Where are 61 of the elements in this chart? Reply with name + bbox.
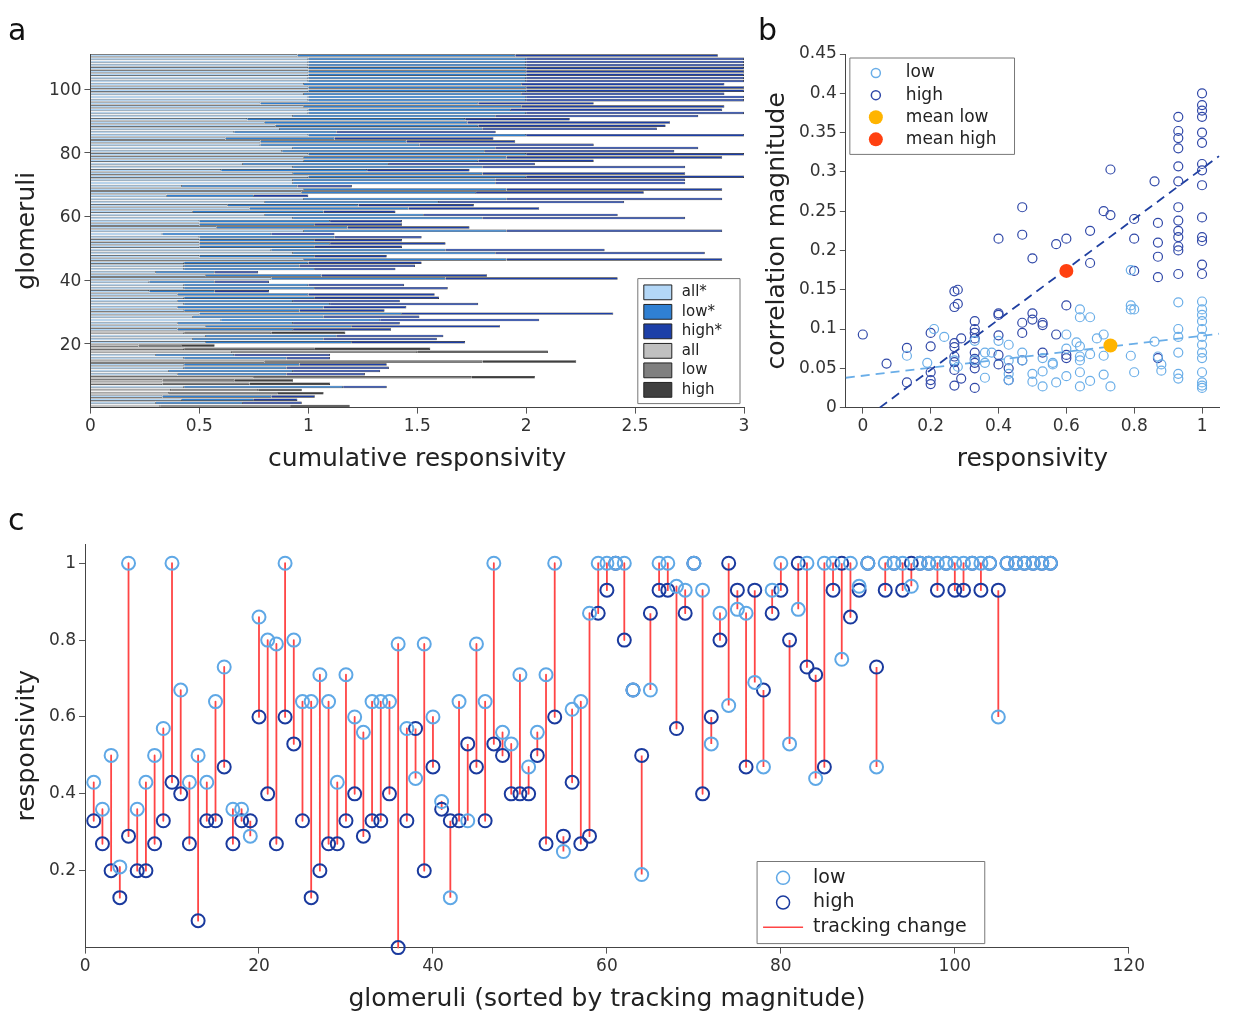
y-tick-label: 40 [59,270,82,291]
x-tick-label: 0.5 [185,415,213,436]
y-tick-label: 0.1 [809,317,837,338]
legend-label: tracking change [813,914,967,937]
y-axis-title: responsivity [10,669,40,822]
x-tick-label: 0.6 [1052,415,1080,436]
x-tick-label: 0.8 [1120,415,1148,436]
x-axis-title: glomeruli (sorted by tracking magnitude) [348,982,866,1012]
x-tick-label: 0 [857,415,869,436]
y-tick-label: 100 [48,79,82,100]
legend-label: high* [681,321,723,340]
x-tick-label: 100 [938,955,972,976]
legend-label: high [681,379,715,398]
y-tick-label: 0.2 [48,859,77,880]
x-tick-label: 0 [85,415,96,436]
y-axis-title: glomeruli [10,171,40,290]
y-tick-label: 0.2 [809,238,837,259]
x-axis-title: responsivity [956,442,1109,472]
chart-title: b [758,11,778,47]
x-tick-label: 2 [520,415,532,436]
x-tick-label: 80 [770,955,792,976]
legend-label: all [681,340,700,359]
y-axis-title: correlation magnitude [760,92,790,370]
y-tick-label: 0.15 [798,278,837,299]
y-tick-label: 80 [59,142,82,163]
y-tick-label: 0.8 [48,628,77,649]
x-tick-label: 0.2 [917,415,945,436]
legend-label: low [681,360,708,379]
legend-label: mean high [905,127,997,148]
x-tick-label: 2.5 [621,415,649,436]
chart-title: c [8,501,25,537]
x-tick-label: 120 [1112,955,1145,976]
y-tick-label: 0.35 [798,121,837,141]
x-tick-label: 20 [248,955,270,976]
y-tick-label: 1 [65,551,77,572]
x-tick-label: 1 [302,415,314,436]
y-tick-label: 0.4 [809,81,837,102]
y-tick-label: 0.4 [48,782,77,803]
x-tick-label: 1 [1196,415,1208,436]
chart-title: a [8,11,27,47]
x-tick-label: 60 [596,955,618,976]
x-tick-label: 40 [422,955,444,976]
legend-label: mean low [905,105,989,126]
x-tick-label: 0.4 [984,415,1013,436]
legend-label: high [905,83,943,104]
y-tick-label: 0.05 [798,356,837,377]
y-tick-label: 0.6 [48,705,77,726]
legend-label: low [905,61,935,82]
y-tick-label: 0.25 [798,199,837,220]
legend-label: low [813,864,846,887]
x-axis-title: cumulative responsivity [268,442,567,472]
legend-label: low* [681,301,716,320]
legend-label: all* [681,282,708,301]
y-tick-label: 20 [59,333,82,354]
x-tick-label: 3 [738,415,750,436]
y-tick-label: 0.45 [798,42,837,63]
y-tick-label: 60 [59,206,82,227]
y-tick-label: 0 [826,396,837,417]
y-tick-label: 0.3 [809,160,837,181]
x-tick-label: 1.5 [403,415,431,436]
legend-label: high [813,889,855,912]
